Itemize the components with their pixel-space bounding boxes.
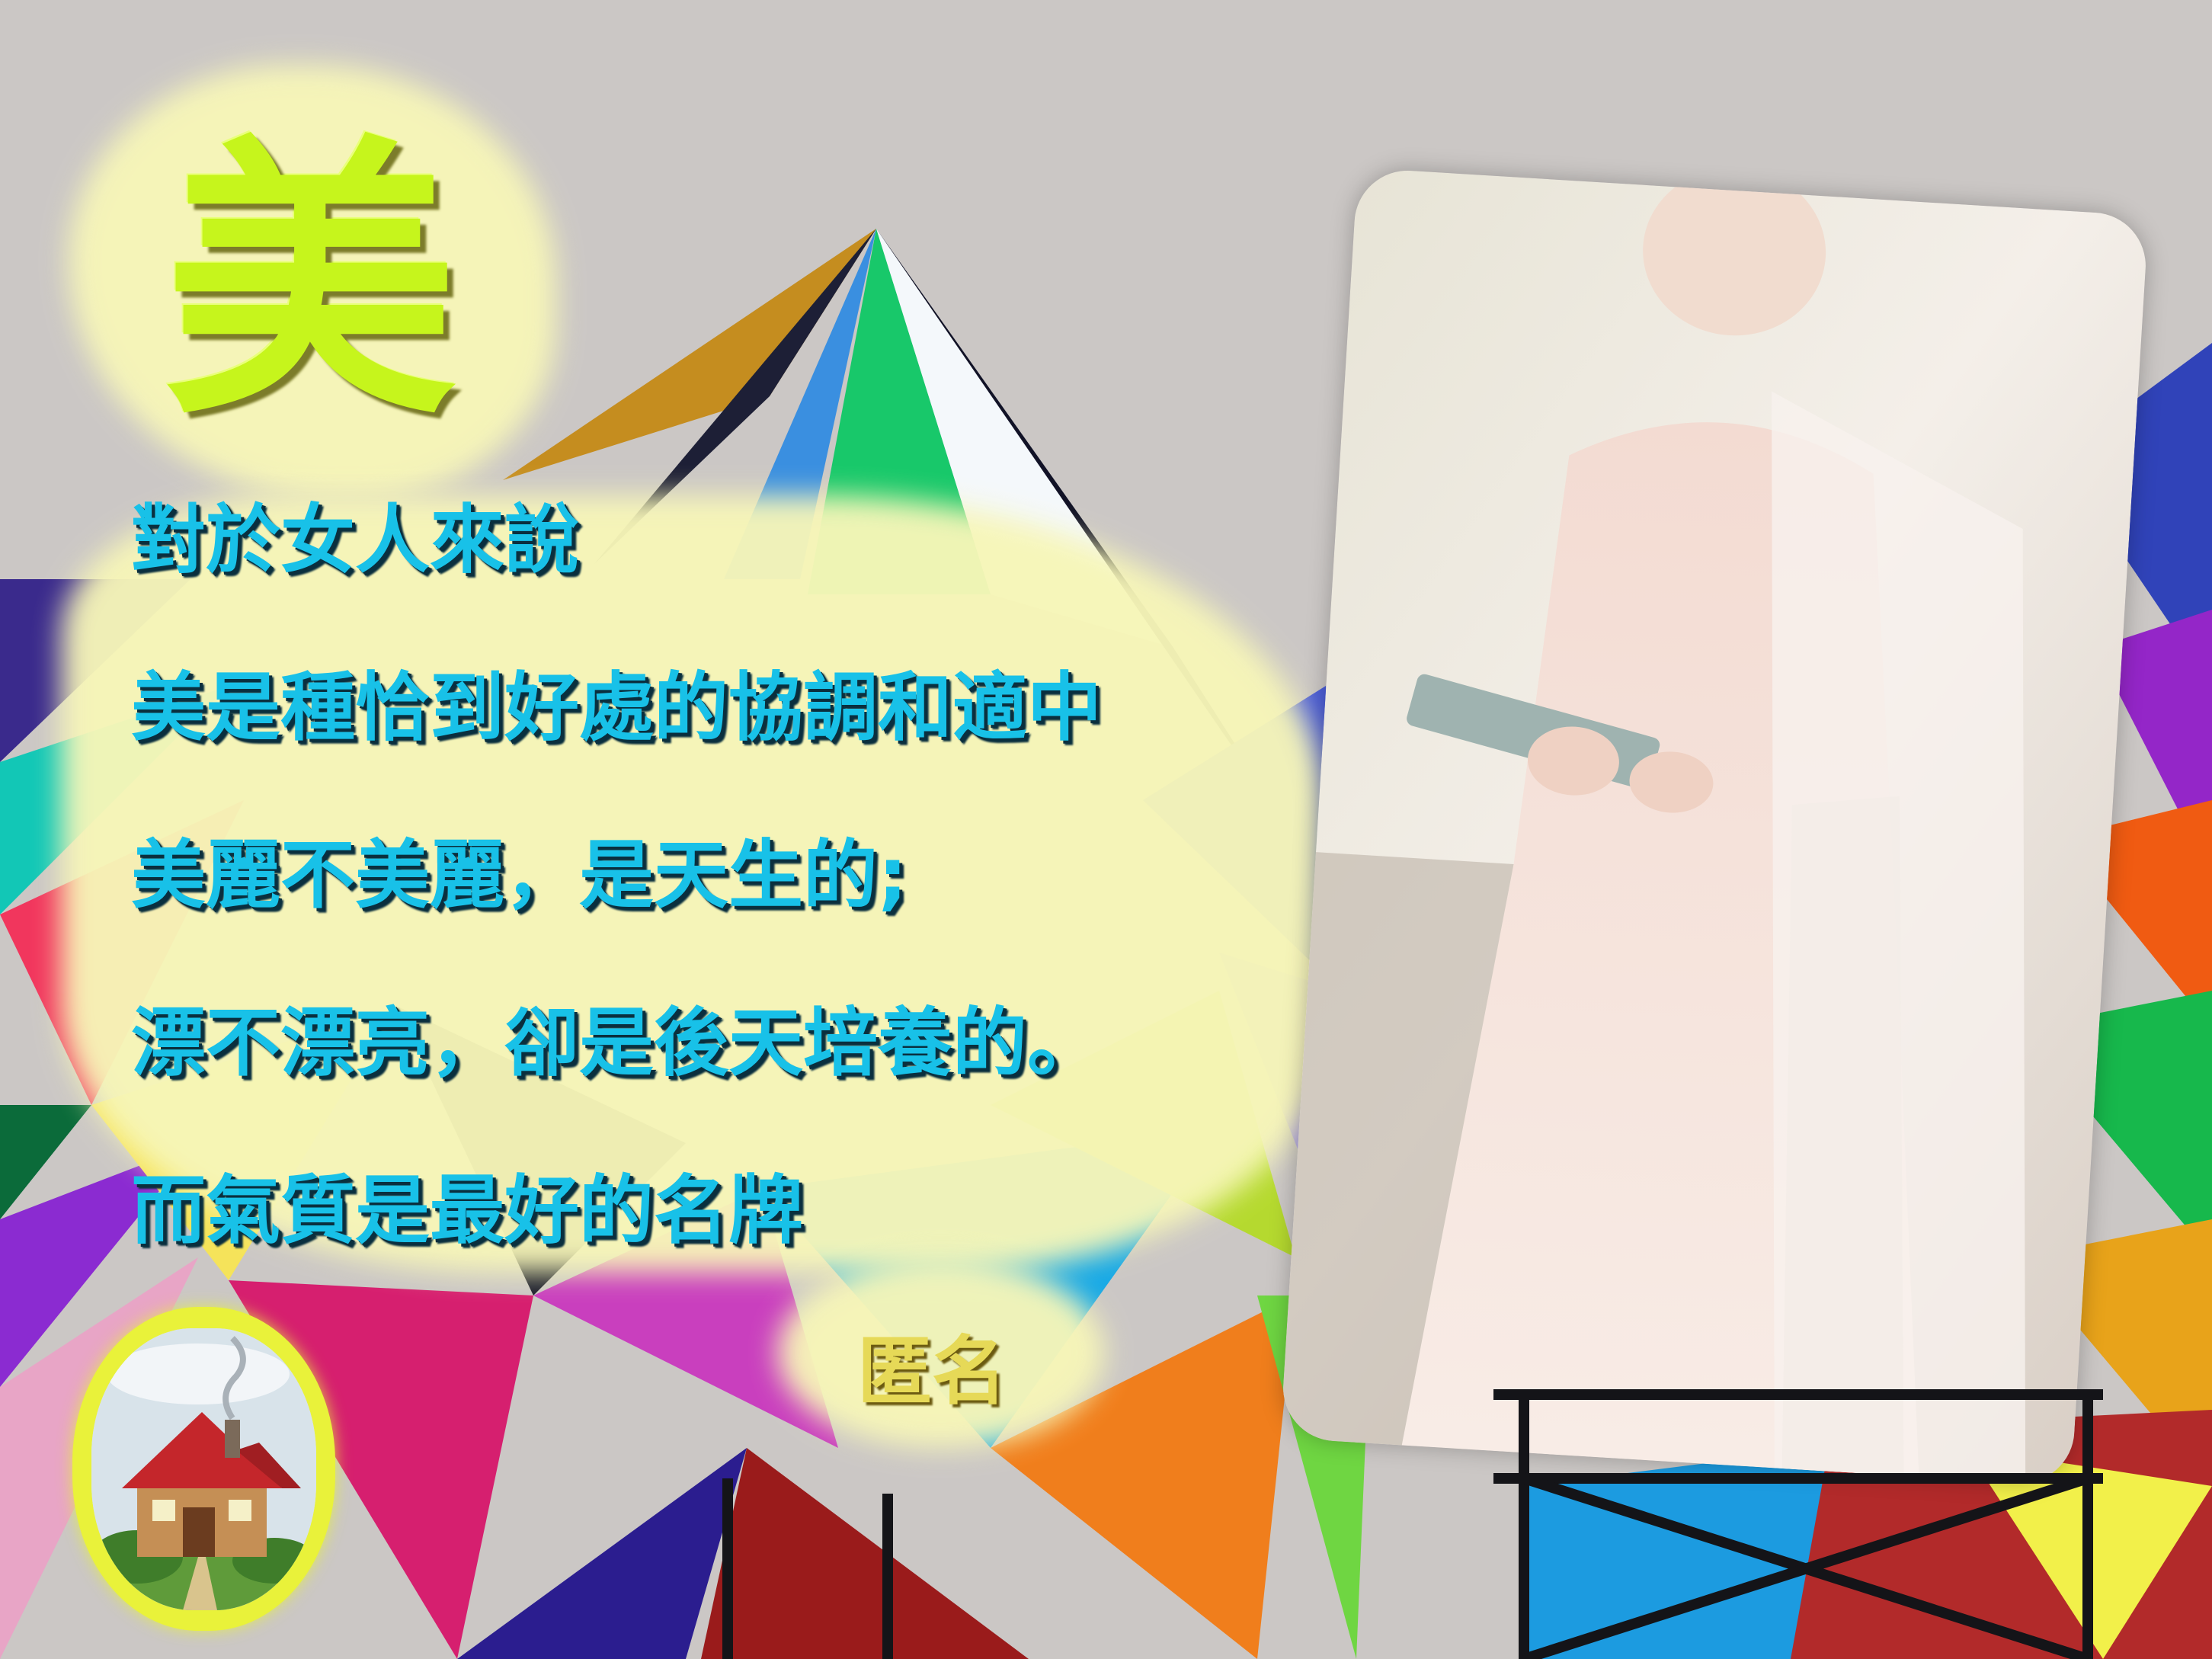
quote-text: 對於女人來說 美是種恰到好處的協調和適中 美麗不美麗，是天生的; 漂不漂亮，卻是… — [131, 503, 1102, 1341]
title-character: 美 — [164, 113, 457, 454]
quote-line: 對於女人來說 — [131, 497, 580, 584]
house-icon — [91, 1328, 316, 1610]
quote-line: 美麗不美麗，是天生的; — [131, 832, 908, 919]
title-highlight — [69, 65, 556, 499]
quote-line: 美是種恰到好處的協調和適中 — [131, 665, 1103, 751]
quote-highlight — [61, 495, 1326, 1273]
author-highlight — [777, 1257, 1105, 1448]
author-name: 匿名 — [857, 1328, 1007, 1415]
bride-photo — [1279, 167, 2150, 1487]
quote-line: 漂不漂亮，卻是後天培養的。 — [131, 1000, 1103, 1087]
quote-line: 而氣質是最好的名牌 — [131, 1167, 804, 1254]
house-badge — [72, 1307, 335, 1631]
